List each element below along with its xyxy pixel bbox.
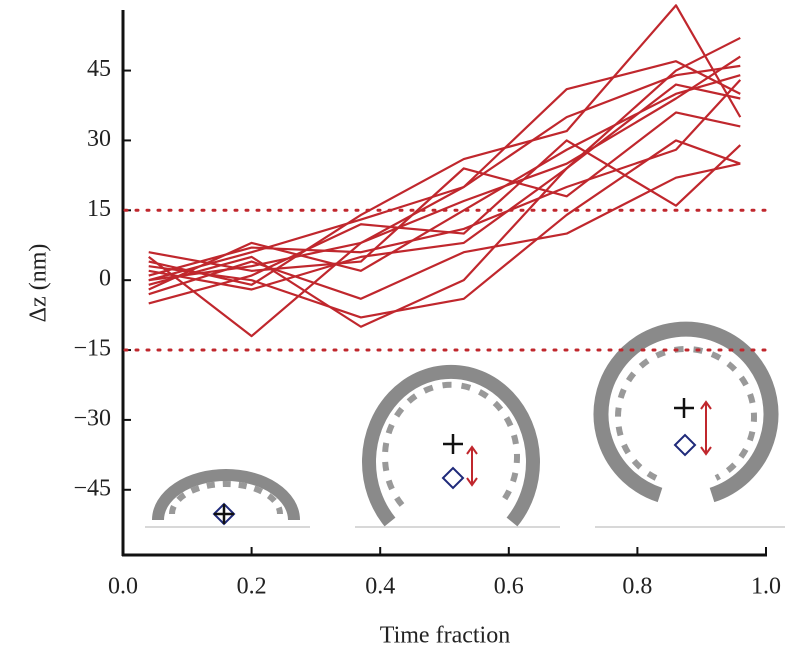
trace-line [148,74,741,291]
trace-line [148,139,741,319]
trace-line [148,36,741,328]
coat-inner [382,381,520,507]
trace-line [148,139,742,305]
trace-line [148,55,741,282]
trace-line [148,83,741,291]
trace-line [148,64,741,282]
marker [441,466,465,490]
trace-line [148,4,742,286]
coat [152,469,300,521]
y-tick-label: −45 [73,475,111,501]
x-tick-label: 0.2 [237,574,267,600]
illustrations [145,321,785,528]
coat [362,364,540,527]
x-tick-label: 0.0 [108,574,138,600]
arrow [700,400,712,456]
cross [443,434,463,454]
x-tick-label: 1.0 [751,574,781,600]
x-tick-label: 0.4 [365,574,395,600]
trace-line [148,162,741,300]
cross [214,504,234,524]
y-tick-label: 30 [87,126,111,152]
y-tick-label: −15 [73,336,111,362]
marker [673,433,697,457]
coat-inner [615,345,757,481]
x-tick-label: 0.6 [494,574,524,600]
y-tick-label: 45 [87,56,111,82]
trace-line [148,79,742,277]
cross [674,398,694,418]
y-tick-label: 15 [87,196,111,222]
y-tick-label: −30 [73,405,111,431]
x-tick-label: 0.8 [622,574,652,600]
y-tick-label: 0 [99,266,111,292]
coat-inner [169,481,283,515]
coat [593,321,779,503]
trace-line [148,111,741,272]
x-axis-label: Time fraction [380,623,510,649]
y-axis-label: Δz (nm) [26,244,52,323]
arrow [466,445,478,487]
